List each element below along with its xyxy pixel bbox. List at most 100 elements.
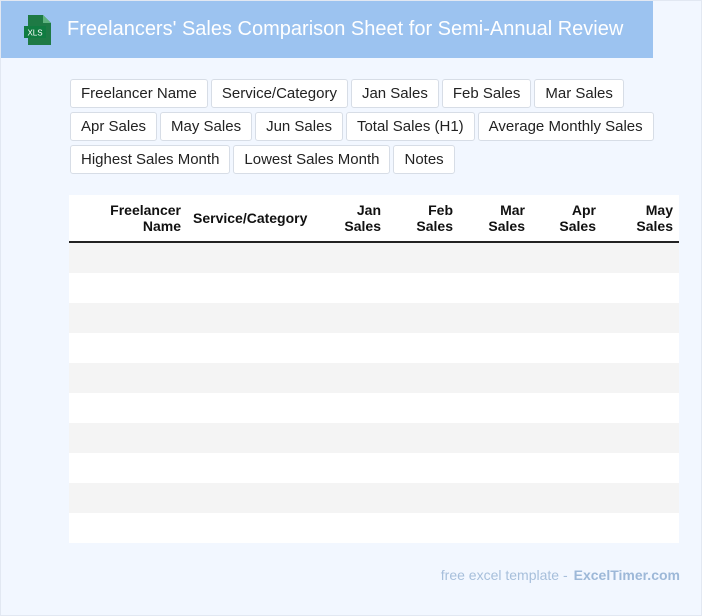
- footer-brand-link[interactable]: ExcelTimer.com: [573, 567, 680, 583]
- table-cell[interactable]: [387, 483, 459, 513]
- table-cell[interactable]: [187, 363, 317, 393]
- table-cell[interactable]: [187, 333, 317, 363]
- table-cell[interactable]: [69, 303, 187, 333]
- table-cell[interactable]: [602, 273, 679, 303]
- table-cell[interactable]: [602, 453, 679, 483]
- table-row: [69, 453, 679, 483]
- table-cell[interactable]: [317, 333, 387, 363]
- column-chip[interactable]: Mar Sales: [534, 79, 624, 108]
- column-chip[interactable]: Notes: [393, 145, 455, 174]
- table-cell[interactable]: [69, 393, 187, 423]
- column-chip[interactable]: Lowest Sales Month: [233, 145, 391, 174]
- table-cell[interactable]: [459, 513, 531, 543]
- table-cell[interactable]: [387, 393, 459, 423]
- table-cell[interactable]: [317, 363, 387, 393]
- column-header: May Sales: [602, 195, 679, 243]
- column-chip[interactable]: Freelancer Name: [70, 79, 208, 108]
- table-cell[interactable]: [602, 303, 679, 333]
- table-cell[interactable]: [187, 453, 317, 483]
- table-cell[interactable]: [387, 273, 459, 303]
- table-cell[interactable]: [531, 333, 602, 363]
- table-cell[interactable]: [387, 453, 459, 483]
- table-cell[interactable]: [459, 333, 531, 363]
- column-chip[interactable]: Jan Sales: [350, 79, 439, 108]
- table-cell[interactable]: [69, 273, 187, 303]
- table-cell[interactable]: [602, 363, 679, 393]
- column-chip[interactable]: Apr Sales: [70, 112, 158, 141]
- table-cell[interactable]: [69, 513, 187, 543]
- column-chip[interactable]: Average Monthly Sales: [477, 112, 654, 141]
- column-chip[interactable]: Service/Category: [210, 79, 348, 108]
- table-cell[interactable]: [69, 423, 187, 453]
- table-cell[interactable]: [317, 483, 387, 513]
- table-cell[interactable]: [387, 513, 459, 543]
- table-row: [69, 423, 679, 453]
- table-cell[interactable]: [459, 303, 531, 333]
- column-header: Feb Sales: [387, 195, 459, 243]
- column-header: Freelancer Name: [69, 195, 187, 243]
- table-cell[interactable]: [187, 242, 317, 273]
- table-cell[interactable]: [602, 242, 679, 273]
- table-cell[interactable]: [531, 513, 602, 543]
- column-chip[interactable]: Highest Sales Month: [70, 145, 231, 174]
- column-header-line2: Sales: [416, 218, 453, 234]
- table-cell[interactable]: [531, 483, 602, 513]
- table-row: [69, 333, 679, 363]
- table-cell[interactable]: [531, 423, 602, 453]
- table-cell[interactable]: [531, 273, 602, 303]
- table-cell[interactable]: [317, 303, 387, 333]
- table-cell[interactable]: [387, 242, 459, 273]
- table-cell[interactable]: [317, 513, 387, 543]
- table-cell[interactable]: [317, 242, 387, 273]
- table-cell[interactable]: [317, 273, 387, 303]
- table-cell[interactable]: [459, 483, 531, 513]
- table-cell[interactable]: [459, 453, 531, 483]
- table-cell[interactable]: [187, 483, 317, 513]
- table-cell[interactable]: [69, 363, 187, 393]
- table-cell[interactable]: [602, 393, 679, 423]
- table-cell[interactable]: [69, 483, 187, 513]
- column-chip[interactable]: Jun Sales: [255, 112, 343, 141]
- table-cell[interactable]: [387, 303, 459, 333]
- table-cell[interactable]: [531, 242, 602, 273]
- column-header-line2: Sales: [559, 218, 596, 234]
- table-cell[interactable]: [531, 393, 602, 423]
- column-header-line2: Sales: [488, 218, 525, 234]
- table-cell[interactable]: [187, 393, 317, 423]
- table-cell[interactable]: [387, 333, 459, 363]
- column-chip[interactable]: May Sales: [160, 112, 253, 141]
- table-cell[interactable]: [317, 393, 387, 423]
- table-cell[interactable]: [387, 363, 459, 393]
- table-cell[interactable]: [387, 423, 459, 453]
- table-cell[interactable]: [187, 513, 317, 543]
- column-chip[interactable]: Total Sales (H1): [345, 112, 475, 141]
- table-cell[interactable]: [459, 423, 531, 453]
- column-chip[interactable]: Feb Sales: [441, 79, 532, 108]
- table-cell[interactable]: [317, 453, 387, 483]
- table-cell[interactable]: [187, 273, 317, 303]
- table-cell[interactable]: [602, 333, 679, 363]
- column-header: Jan Sales: [317, 195, 387, 243]
- table-cell[interactable]: [531, 453, 602, 483]
- table-cell[interactable]: [317, 423, 387, 453]
- table-cell[interactable]: [531, 303, 602, 333]
- table-cell[interactable]: [69, 453, 187, 483]
- table-cell[interactable]: [459, 242, 531, 273]
- table-cell[interactable]: [187, 303, 317, 333]
- table-cell[interactable]: [531, 363, 602, 393]
- data-table: Freelancer Name Service/Category Jan Sales Fe…: [69, 195, 679, 543]
- table-row: [69, 242, 679, 273]
- column-chip-list: Freelancer Name Service/Category Jan Sales…: [70, 79, 702, 174]
- table-cell[interactable]: [187, 423, 317, 453]
- data-table-container: Freelancer Name Service/Category Jan Sales Fe…: [69, 195, 679, 543]
- table-cell[interactable]: [69, 333, 187, 363]
- table-cell[interactable]: [459, 393, 531, 423]
- table-cell[interactable]: [69, 242, 187, 273]
- table-cell[interactable]: [459, 363, 531, 393]
- header-banner: XLS Freelancers' Sales Comparison Sheet …: [1, 1, 653, 58]
- table-cell[interactable]: [602, 513, 679, 543]
- xls-file-icon: XLS: [24, 15, 51, 45]
- table-cell[interactable]: [459, 273, 531, 303]
- table-cell[interactable]: [602, 483, 679, 513]
- table-cell[interactable]: [602, 423, 679, 453]
